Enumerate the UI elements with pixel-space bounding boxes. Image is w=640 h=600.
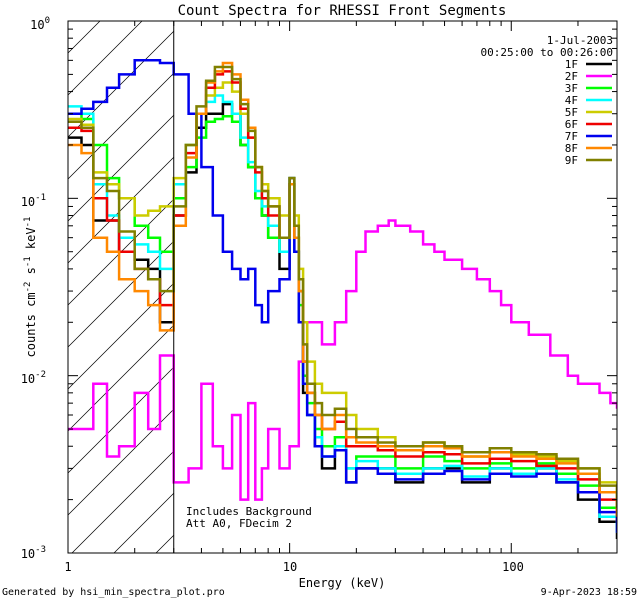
hatch-line: [68, 198, 174, 306]
legend-label: 8F: [565, 142, 578, 155]
x-axis-label: Energy (keV): [299, 576, 386, 590]
footer-timestamp: 9-Apr-2023 18:59: [541, 587, 637, 598]
x-tick-label: 1: [64, 560, 71, 574]
annotation-background: Includes Background: [186, 505, 312, 518]
legend-label: 3F: [565, 82, 578, 95]
x-tick-label: 100: [502, 560, 524, 574]
y-tick-label: 10-1: [21, 193, 46, 209]
hatch-line: [68, 114, 174, 222]
series-line-2F: [68, 219, 617, 501]
legend-label: 4F: [565, 94, 578, 107]
y-tick-label: 100: [30, 16, 50, 32]
y-axis-label: counts cm-2 s-1 keV-1: [23, 217, 38, 358]
annotation-attenuator: Att A0, FDecim 2: [186, 517, 292, 530]
legend-label: 5F: [565, 106, 578, 119]
hatch-line: [408, 0, 640, 553]
background-hatch-region: [0, 0, 640, 553]
hatch-line: [68, 156, 174, 264]
series-line-9F: [68, 65, 617, 508]
footer-generator: Generated by hsi_min_spectra_plot.pro: [2, 587, 225, 598]
hatch-line: [68, 72, 174, 180]
hatch-line: [68, 408, 174, 516]
axis-ticks: [67, 20, 618, 554]
x-tick-label: 10: [283, 560, 297, 574]
legend-label: 9F: [565, 154, 578, 167]
plot-frame: [67, 20, 618, 554]
date-label: 1-Jul-2003: [547, 34, 613, 47]
y-tick-label: 10-3: [21, 545, 46, 561]
hatch-line: [68, 324, 174, 432]
series-line-8F: [68, 61, 617, 517]
series-layer: [68, 59, 617, 539]
hatch-line: [324, 0, 640, 553]
legend-label: 2F: [565, 70, 578, 83]
hatch-line: [576, 0, 640, 553]
hatch-line: [534, 0, 640, 553]
y-tick-label: 10-2: [21, 370, 46, 386]
legend-label: 1F: [565, 58, 578, 71]
series-line-3F: [68, 112, 617, 528]
hatch-line: [0, 0, 100, 553]
legend-label: 6F: [565, 118, 578, 131]
chart-title: Count Spectra for RHESSI Front Segments: [178, 3, 507, 19]
hatch-line: [68, 366, 174, 474]
hatch-line: [450, 0, 640, 553]
time-range-label: 00:25:00 to 00:26:00: [481, 46, 613, 59]
legend-label: 7F: [565, 130, 578, 143]
hatch-line: [618, 0, 640, 553]
